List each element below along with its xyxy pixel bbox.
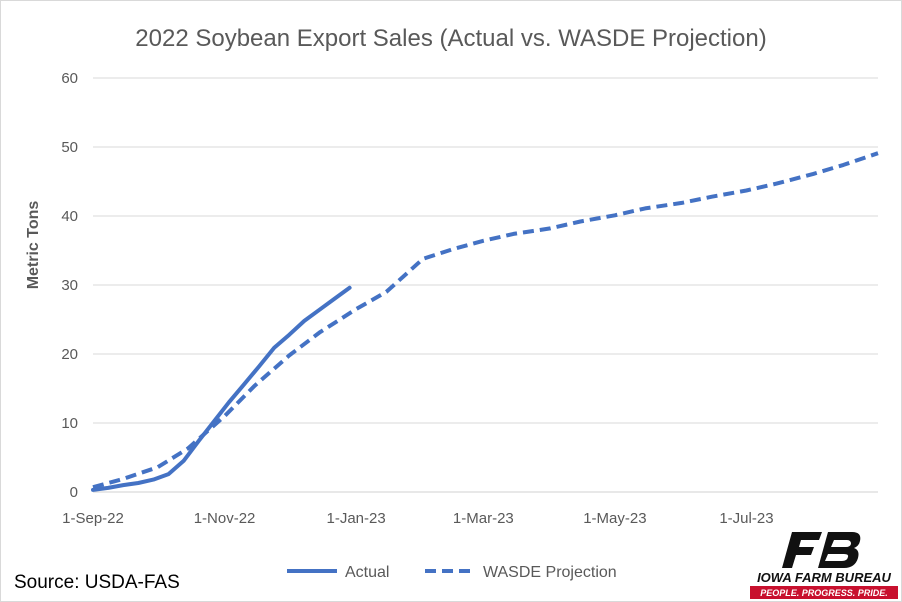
logo-org-name: IOWA FARM BUREAU [757, 570, 891, 585]
x-tick-label: 1-Jul-23 [719, 510, 773, 527]
x-tick-label: 1-Mar-23 [453, 510, 514, 527]
legend-label: Actual [345, 564, 389, 581]
y-tick-label: 30 [61, 277, 78, 294]
series-line-actual [91, 285, 352, 492]
fb-mark-icon [782, 532, 861, 568]
logo-tagline: PEOPLE. PROGRESS. PRIDE. [760, 588, 888, 598]
y-tick-labels: 0 10 20 30 40 50 60 [61, 70, 78, 501]
x-tick-label: 1-Sep-22 [62, 510, 124, 527]
series-line-wasde-projection [92, 151, 879, 490]
y-tick-label: 20 [61, 346, 78, 363]
y-axis-label: Metric Tons [25, 201, 42, 290]
x-tick-label: 1-May-23 [583, 510, 646, 527]
series-lines [91, 151, 879, 492]
legend: Actual WASDE Projection [287, 564, 617, 581]
iowa-farm-bureau-logo: IOWA FARM BUREAU PEOPLE. PROGRESS. PRIDE… [750, 532, 898, 599]
y-tick-label: 40 [61, 208, 78, 225]
y-tick-label: 50 [61, 139, 78, 156]
y-tick-label: 0 [70, 484, 78, 501]
x-tick-label: 1-Jan-23 [327, 510, 386, 527]
y-tick-label: 60 [61, 70, 78, 87]
y-tick-label: 10 [61, 415, 78, 432]
x-tick-label: 1-Nov-22 [194, 510, 256, 527]
legend-label: WASDE Projection [483, 564, 617, 581]
logo-tagline-band [750, 586, 898, 599]
source-note: Source: USDA-FAS [14, 572, 180, 593]
chart-title: 2022 Soybean Export Sales (Actual vs. WA… [135, 25, 766, 52]
grid-lines [93, 77, 878, 493]
x-tick-labels: 1-Sep-22 1-Nov-22 1-Jan-23 1-Mar-23 1-May-23… [62, 510, 773, 527]
